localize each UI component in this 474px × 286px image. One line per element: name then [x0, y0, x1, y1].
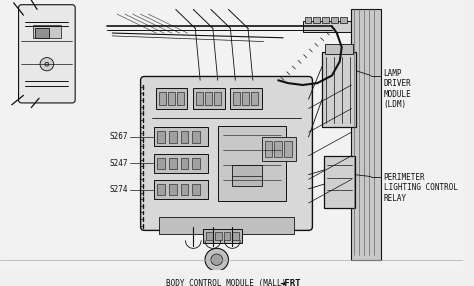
- Bar: [157, 184, 165, 195]
- Bar: [157, 131, 165, 143]
- Bar: [206, 232, 213, 240]
- Bar: [325, 44, 354, 54]
- Bar: [251, 92, 258, 105]
- Circle shape: [40, 57, 54, 71]
- Bar: [215, 232, 222, 240]
- Bar: [233, 92, 240, 105]
- Bar: [352, 9, 381, 260]
- Bar: [169, 131, 177, 143]
- Bar: [35, 28, 49, 38]
- Bar: [264, 141, 273, 157]
- Circle shape: [211, 254, 223, 265]
- Text: ◄FRT: ◄FRT: [280, 279, 302, 286]
- Bar: [169, 184, 177, 195]
- Bar: [322, 52, 356, 128]
- Bar: [274, 141, 282, 157]
- Bar: [331, 17, 338, 23]
- Bar: [340, 17, 346, 23]
- Bar: [242, 92, 249, 105]
- Bar: [322, 17, 329, 23]
- Circle shape: [205, 248, 228, 271]
- Bar: [193, 88, 225, 109]
- Text: S274: S274: [109, 185, 128, 194]
- FancyBboxPatch shape: [141, 76, 312, 231]
- Bar: [284, 141, 292, 157]
- Text: PERIMETER
LIGHTING CONTROL
RELAY: PERIMETER LIGHTING CONTROL RELAY: [383, 173, 458, 202]
- Text: S267: S267: [109, 132, 128, 141]
- Text: BODY CONTROL MODULE (MALL): BODY CONTROL MODULE (MALL): [166, 279, 287, 286]
- Bar: [177, 92, 183, 105]
- Bar: [205, 92, 212, 105]
- Bar: [313, 17, 320, 23]
- Bar: [218, 126, 286, 201]
- Bar: [169, 158, 177, 169]
- Bar: [33, 25, 61, 38]
- Bar: [214, 92, 221, 105]
- Bar: [196, 92, 203, 105]
- Bar: [305, 17, 311, 23]
- Circle shape: [45, 62, 49, 66]
- Bar: [303, 21, 352, 32]
- Bar: [224, 232, 230, 240]
- Bar: [181, 158, 189, 169]
- Bar: [154, 128, 208, 146]
- Bar: [154, 180, 208, 199]
- Bar: [156, 88, 187, 109]
- Bar: [154, 154, 208, 173]
- Bar: [203, 229, 242, 243]
- Bar: [262, 137, 296, 160]
- Bar: [192, 184, 200, 195]
- Bar: [230, 88, 262, 109]
- Bar: [181, 131, 189, 143]
- FancyBboxPatch shape: [18, 5, 75, 103]
- Bar: [159, 92, 166, 105]
- Bar: [192, 131, 200, 143]
- Bar: [232, 232, 239, 240]
- Bar: [157, 158, 165, 169]
- Bar: [232, 165, 262, 186]
- Text: LAMP
DRIVER
MODULE
(LDM): LAMP DRIVER MODULE (LDM): [383, 69, 411, 109]
- Bar: [192, 158, 200, 169]
- Text: S247: S247: [109, 159, 128, 168]
- Bar: [168, 92, 175, 105]
- Bar: [324, 156, 356, 208]
- Bar: [181, 184, 189, 195]
- Bar: [159, 217, 294, 234]
